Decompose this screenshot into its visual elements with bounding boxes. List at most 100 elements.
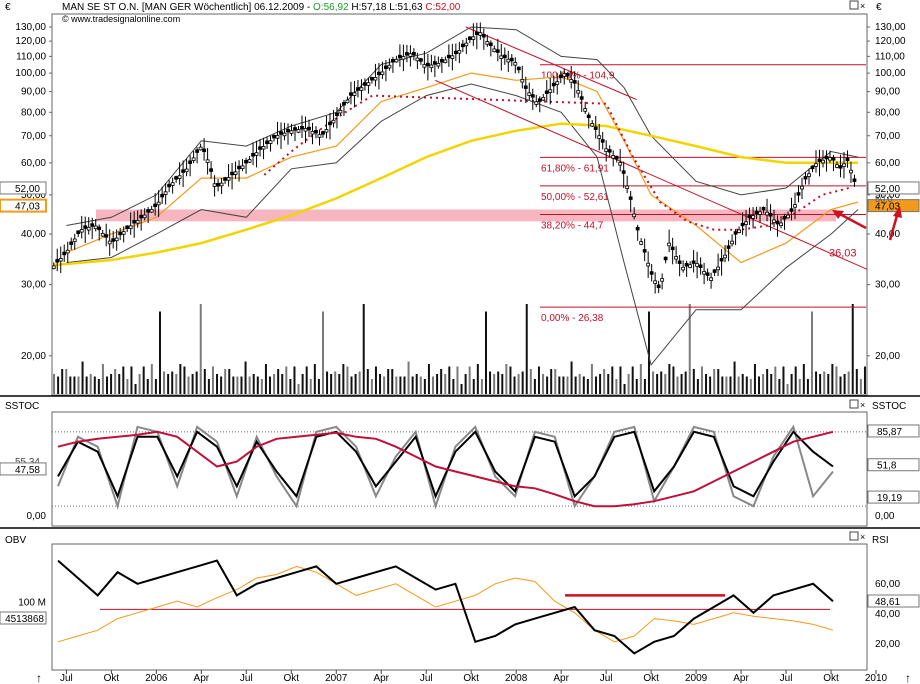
volume-bar xyxy=(749,379,752,394)
time-tick-label: 2010 xyxy=(865,673,888,684)
volume-bar xyxy=(281,374,284,394)
candle-body xyxy=(663,256,668,261)
candle-body xyxy=(730,240,734,245)
candle-body xyxy=(586,114,591,119)
candle-body xyxy=(289,130,294,134)
candle-body xyxy=(359,87,364,91)
candle-body xyxy=(425,62,430,67)
volume-bar xyxy=(118,374,121,394)
price-tick-label-right: 60,00 xyxy=(875,158,900,169)
volume-bar xyxy=(595,376,598,394)
support-band xyxy=(96,209,836,222)
candle-body xyxy=(828,157,832,161)
candle-body xyxy=(807,173,811,177)
obv-left-tag xyxy=(0,611,47,625)
stoch-panel-frame xyxy=(51,411,868,527)
volume-bar xyxy=(183,366,186,394)
candle-body xyxy=(69,241,74,245)
price-tick-label-right: 70,00 xyxy=(875,131,900,142)
volume-bar xyxy=(501,374,504,394)
candle-body xyxy=(177,175,182,179)
volume-bar xyxy=(301,374,304,394)
volume-bar xyxy=(199,304,202,394)
candle-body xyxy=(223,177,227,181)
volume-bar xyxy=(639,364,642,394)
volume-bar xyxy=(831,364,834,394)
volume-bar xyxy=(709,376,712,394)
volume-bar xyxy=(73,376,76,394)
candle-body xyxy=(817,158,822,163)
scroll-up-arrow-left[interactable]: ↑ xyxy=(36,671,42,684)
candle-body xyxy=(286,128,290,133)
candle-body xyxy=(439,59,444,63)
price-panel-controls[interactable]: × xyxy=(849,0,865,11)
candle-body xyxy=(279,131,283,135)
volume-bar xyxy=(150,364,153,394)
volume-bar xyxy=(664,374,667,394)
candle-body xyxy=(527,92,532,96)
price-tick-label-left: 20,00 xyxy=(21,351,46,362)
candle-body xyxy=(464,42,469,47)
candle-body xyxy=(485,41,490,45)
candle-body xyxy=(702,271,707,275)
candle-body xyxy=(142,214,147,219)
candle-body xyxy=(258,146,262,150)
close-icon[interactable]: × xyxy=(860,1,865,11)
volume-bar xyxy=(419,376,422,394)
stoch-signal-line xyxy=(57,430,834,508)
maximize-icon[interactable] xyxy=(849,399,859,409)
price-tick-label-right: 80,00 xyxy=(875,107,900,118)
candle-body xyxy=(481,34,486,38)
volume-bar xyxy=(81,361,84,394)
volume-bar xyxy=(244,361,247,394)
stoch-panel-controls[interactable]: × xyxy=(849,399,865,410)
candle-body xyxy=(331,119,336,124)
right-price-tag-extra: 50,0 xyxy=(875,194,893,204)
stoch-left-tag-label: 47,58 xyxy=(15,465,40,476)
close-icon[interactable]: × xyxy=(860,532,865,542)
volume-bar xyxy=(607,374,610,394)
fib-level-label: 61,80% - 61,91 xyxy=(541,163,609,174)
maximize-icon[interactable] xyxy=(849,531,859,541)
volume-bar xyxy=(619,366,622,394)
annotation-arrow xyxy=(832,206,902,241)
candle-body xyxy=(432,61,437,65)
volume-bar xyxy=(171,371,174,394)
candle-body xyxy=(450,55,455,59)
left-price-tag-label: 47,03 xyxy=(15,202,40,213)
channel-lower-line xyxy=(434,79,867,270)
volume-bar xyxy=(126,379,129,394)
obv-panel-controls[interactable]: × xyxy=(849,531,865,542)
volume-bar xyxy=(758,376,761,394)
volume-bar xyxy=(460,384,463,394)
volume-bar xyxy=(142,366,145,394)
right-price-tag-label: 52,00 xyxy=(875,184,900,195)
candle-body xyxy=(667,242,672,247)
candle-body xyxy=(65,249,70,254)
volume-bar xyxy=(851,304,854,394)
maximize-icon[interactable] xyxy=(849,0,859,10)
candle-body xyxy=(579,96,584,100)
candle-body xyxy=(597,135,602,139)
volume-bar xyxy=(379,374,382,394)
candle-body xyxy=(513,62,518,66)
volume-bar xyxy=(782,366,785,394)
time-tick-label: Jul xyxy=(60,673,73,684)
bollinger-lower xyxy=(66,83,859,366)
candle-body xyxy=(740,222,745,227)
candle-body xyxy=(58,258,63,262)
volume-bar xyxy=(590,364,593,394)
volume-bar xyxy=(741,374,744,394)
volume-bar xyxy=(839,376,842,394)
volume-bar xyxy=(93,376,96,394)
volume-bar xyxy=(762,374,765,394)
stoch-tick-label: 0,00 xyxy=(27,511,47,522)
stoch-title-left: SSTOC xyxy=(5,401,39,412)
candle-body xyxy=(52,265,56,269)
volume-bar xyxy=(97,379,100,394)
close-icon[interactable]: × xyxy=(860,400,865,410)
scroll-up-arrow-right[interactable]: ↑ xyxy=(905,671,911,684)
volume-bar xyxy=(574,376,577,394)
price-tick-label-left: 110,00 xyxy=(16,51,46,62)
volume-bar xyxy=(533,379,536,394)
